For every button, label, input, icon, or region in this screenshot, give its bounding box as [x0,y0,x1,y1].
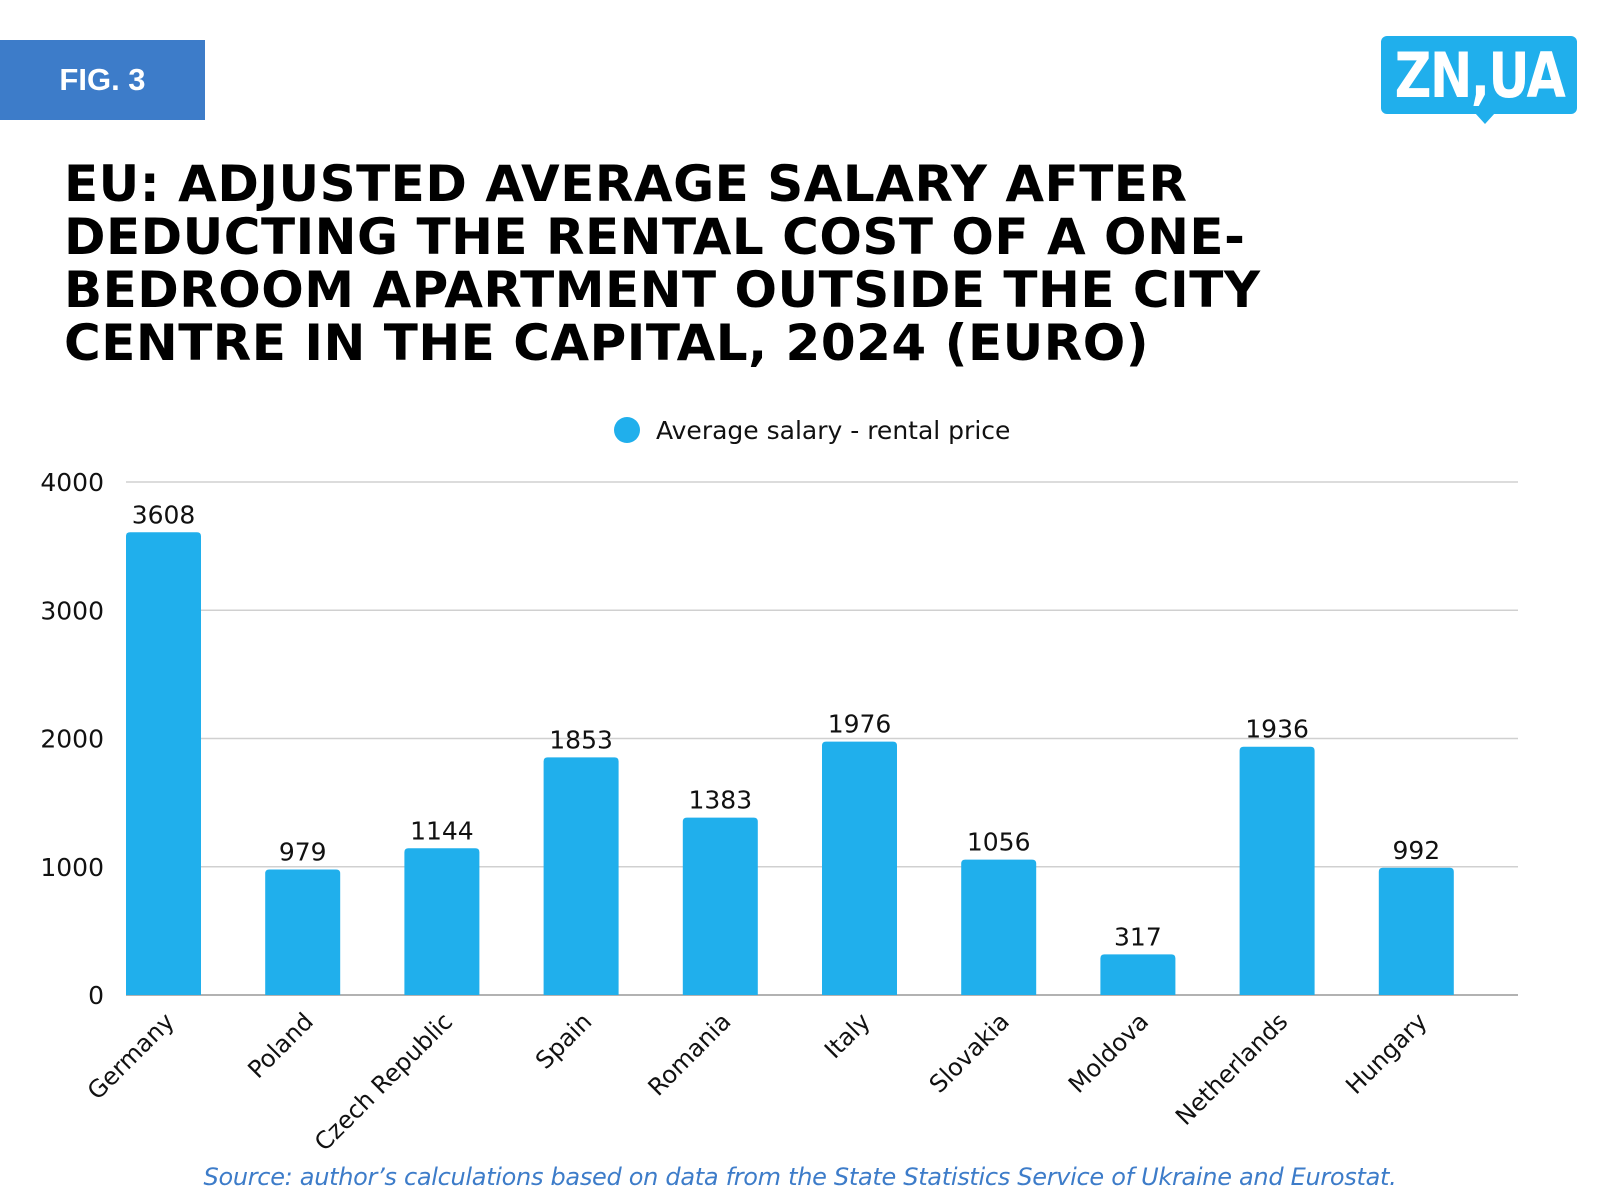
data-labels: 3608 979 1144 1853 1383 1976 1056 317 1936 992 [132,500,1440,951]
data-label: 1853 [549,725,613,754]
y-axis-ticks: 0 1000 2000 3000 4000 [40,468,104,1010]
y-tick-label: 4000 [40,468,104,497]
legend-label: Average salary - rental price [656,416,1010,445]
x-tick-label: Poland [242,1007,318,1083]
bar-spain [543,757,619,995]
bars [126,532,1454,995]
figure-label: FIG. 3 [59,62,146,97]
bar-poland [265,869,341,995]
bar-netherlands [1239,746,1315,995]
y-tick-label: 0 [88,981,104,1010]
bar-italy [822,741,897,995]
logo-text: ZN,UA [1394,38,1565,112]
y-tick-label: 2000 [40,725,104,754]
data-label: 3608 [132,500,196,529]
x-tick-label: Germany [82,1007,180,1105]
bar-moldova [1100,954,1176,995]
y-tick-label: 3000 [40,596,104,625]
data-label: 1936 [1245,715,1309,744]
zn-ua-logo: ZN,UA [1381,36,1577,124]
data-label: 992 [1392,836,1440,865]
speech-bubble-tail-icon [1475,113,1495,124]
chart-title: EU: ADJUSTED AVERAGE SALARY AFTER DEDUCT… [64,155,1261,372]
legend-swatch-icon [614,417,640,443]
data-label: 1383 [688,786,752,815]
x-tick-label: Moldova [1063,1007,1154,1098]
y-tick-label: 1000 [40,853,104,882]
x-tick-label: Spain [530,1007,597,1074]
bar-romania [682,817,758,995]
x-tick-label: Hungary [1340,1007,1432,1099]
data-label: 317 [1114,922,1162,951]
legend: Average salary - rental price [614,416,1010,445]
data-label: 1976 [828,710,892,739]
bar-hungary [1378,867,1454,995]
x-tick-label: Netherlands [1170,1007,1293,1130]
source-note: Source: author’s calculations based on d… [203,1163,1397,1191]
x-tick-label: Italy [819,1007,876,1064]
x-tick-label: Czech Republic [309,1007,458,1156]
bar-germany [126,532,201,995]
x-tick-label: Slovakia [924,1007,1015,1098]
data-label: 1144 [410,816,474,845]
data-label: 1056 [967,828,1031,857]
x-tick-label: Romania [643,1007,737,1101]
bar-czech-republic [404,848,480,995]
figure-label-badge: FIG. 3 [0,40,205,120]
bar-slovakia [961,859,1037,995]
data-label: 979 [279,837,327,866]
